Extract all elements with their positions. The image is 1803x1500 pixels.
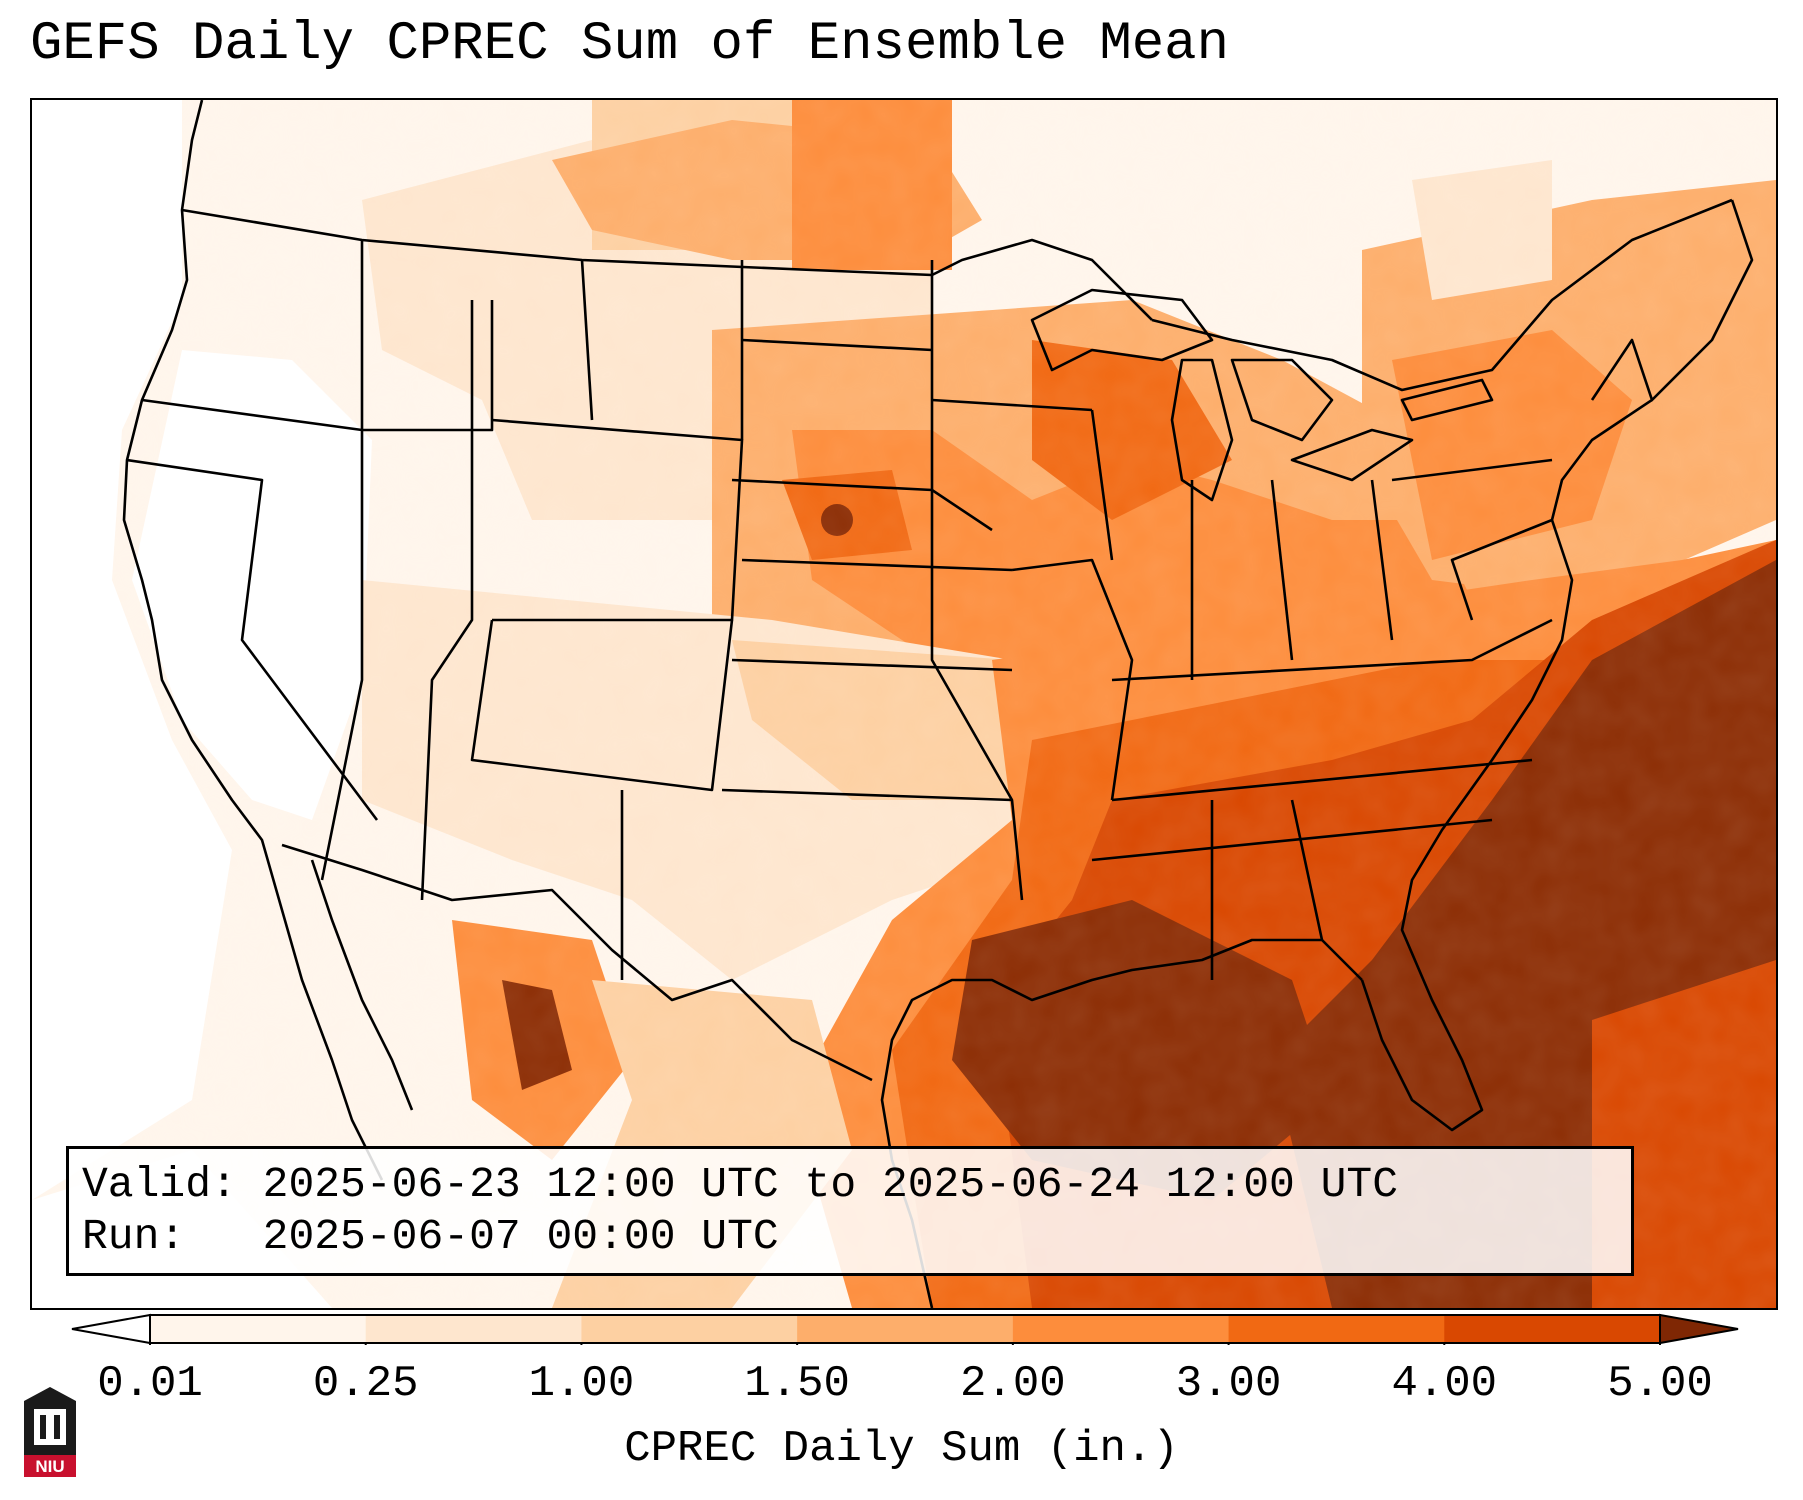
boundaries (122, 100, 1754, 1308)
run-value: 2025-06-07 00:00 UTC (262, 1212, 779, 1261)
logo-banner (24, 1455, 76, 1477)
colorbar-over-arrow (1659, 1313, 1739, 1345)
or-wa-line (141, 398, 363, 432)
oh-pa-line (1370, 479, 1394, 641)
valid-run-box: Valid: 2025-06-23 12:00 UTC to 2025-06-2… (66, 1146, 1634, 1276)
map-title: GEFS Daily CPREC Sum of Ensemble Mean (30, 14, 1229, 75)
niu-logo: NIU (24, 1387, 76, 1477)
in-oh-line (1270, 479, 1294, 661)
run-label: Run: (82, 1212, 186, 1261)
colorbar-tick-label: 5.00 (1607, 1359, 1713, 1409)
atlantic-coastline (1360, 199, 1754, 1132)
valid-label: Valid: (82, 1160, 237, 1209)
lake-ontario (1400, 378, 1494, 422)
mexico-border (281, 843, 873, 1082)
ky-va-line (1111, 618, 1553, 682)
colorbar-segment (1444, 1315, 1661, 1343)
mn-ia-line (931, 398, 1093, 412)
northeast-border (1151, 198, 1733, 392)
mt-id-ut-line (420, 300, 474, 901)
colorbar (71, 1313, 1739, 1345)
ne-ks-line (741, 558, 1013, 572)
colorbar-tick-label: 0.01 (97, 1359, 203, 1409)
baja-coastline (310, 859, 414, 1111)
colorbar-segment (797, 1315, 1014, 1343)
ut-nm-line (470, 619, 734, 792)
ca-nv-line (126, 458, 379, 821)
map-panel (30, 98, 1778, 1310)
wi-il-line (1090, 409, 1114, 561)
colorbar-label: CPREC Daily Sum (in.) (624, 1424, 1179, 1474)
field-texture (32, 100, 1776, 1308)
colorbar-segment (365, 1315, 582, 1343)
wv-md-line (1450, 518, 1553, 621)
lake-michigan (1170, 358, 1234, 502)
nv-ut-line (320, 240, 364, 881)
tn-nc-line (1111, 758, 1533, 802)
nd-sd-line (741, 338, 933, 352)
lake-superior (1030, 288, 1214, 372)
logo-building (34, 1409, 66, 1445)
gulf-coastline (880, 938, 1363, 1308)
valid-value: 2025-06-23 12:00 UTC to 2025-06-24 12:00… (262, 1160, 1399, 1209)
colorbar-tick-label: 1.50 (744, 1359, 850, 1409)
colorbar-segment (150, 1315, 367, 1343)
precip-map (32, 100, 1776, 1308)
colorbar-border (149, 1314, 1661, 1344)
colorbar-tick-label: 3.00 (1175, 1359, 1282, 1409)
logo-text: NIU (35, 1457, 64, 1476)
colorbar-tick-label: 0.25 (312, 1359, 419, 1409)
colorbar-segment (581, 1315, 798, 1343)
ks-ok-line (731, 658, 1013, 672)
colorbar-under-arrow (71, 1313, 151, 1345)
mt-wy-line (580, 259, 594, 421)
new-england-lines (1590, 338, 1654, 401)
lake-erie (1290, 428, 1414, 482)
lake-huron (1230, 358, 1334, 442)
colorbar-segment (1228, 1315, 1445, 1343)
colorbar-tick-label: 2.00 (960, 1359, 1066, 1409)
pacific-coastline (122, 100, 384, 1181)
ms-al-ga-line (1091, 818, 1493, 862)
al-ga-line (1290, 799, 1324, 941)
mn-ia-mo-line (930, 260, 1014, 801)
colorbar-tick-label: 4.00 (1391, 1359, 1498, 1409)
colorbar-tick-label: 1.00 (528, 1359, 635, 1409)
pa-ny-line (1391, 458, 1553, 482)
colorbar-segment (1012, 1315, 1230, 1343)
wy-co-outline (491, 418, 744, 622)
or-id-line (362, 300, 494, 432)
mo-il-line (1011, 558, 1134, 801)
